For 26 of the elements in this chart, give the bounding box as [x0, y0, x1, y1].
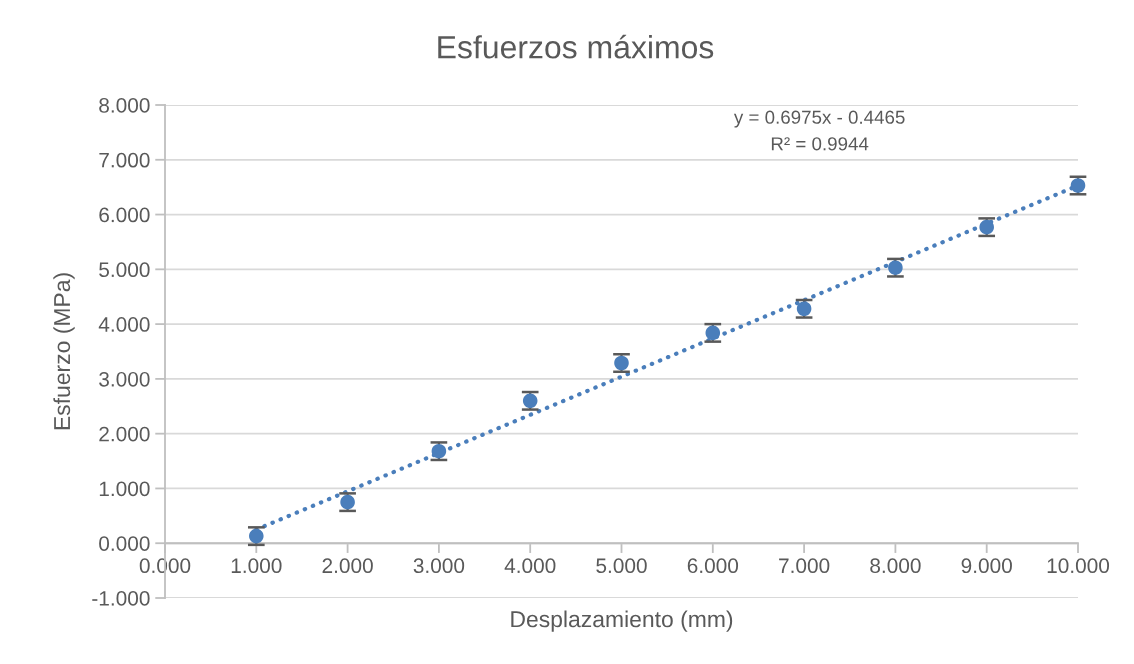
y-tick-label: 3.000 [99, 371, 150, 387]
y-tick-label: 5.000 [99, 262, 150, 278]
y-tick-label: 6.000 [99, 207, 150, 223]
y-tick-label: -1.000 [92, 591, 150, 606]
x-tick-label: 1.000 [231, 558, 282, 574]
x-tick-label: 0.000 [139, 558, 191, 574]
y-axis-title: Esfuerzo (MPa) [53, 273, 75, 430]
y-tick-label: 4.000 [98, 317, 150, 332]
x-tick-label: 8.000 [870, 558, 921, 574]
y-tick-label: 8.000 [99, 98, 150, 113]
x-tick-label: 4.000 [504, 558, 556, 574]
x-tick-label: 5.000 [596, 558, 647, 574]
x-tick-label: 9.000 [961, 558, 1012, 574]
y-tick-label: 1.000 [99, 481, 150, 497]
y-tick-label: 7.000 [99, 152, 150, 168]
x-tick-label: 10.000 [1047, 558, 1110, 574]
y-tick-label: 0.000 [99, 536, 150, 551]
annotation: R² = 0.9944 [771, 137, 869, 151]
x-tick-label: 2.000 [322, 558, 373, 574]
x-tick-label: 6.000 [687, 558, 739, 574]
x-tick-label: 7.000 [779, 558, 830, 574]
x-axis-title: Desplazamiento (mm) [511, 610, 733, 632]
chart-title: Esfuerzos máximos [438, 34, 714, 59]
x-tick-label: 3.000 [413, 558, 465, 574]
y-tick-label: 2.000 [99, 426, 150, 442]
annotation: y = 0.6975x - 0.4465 [733, 110, 905, 128]
